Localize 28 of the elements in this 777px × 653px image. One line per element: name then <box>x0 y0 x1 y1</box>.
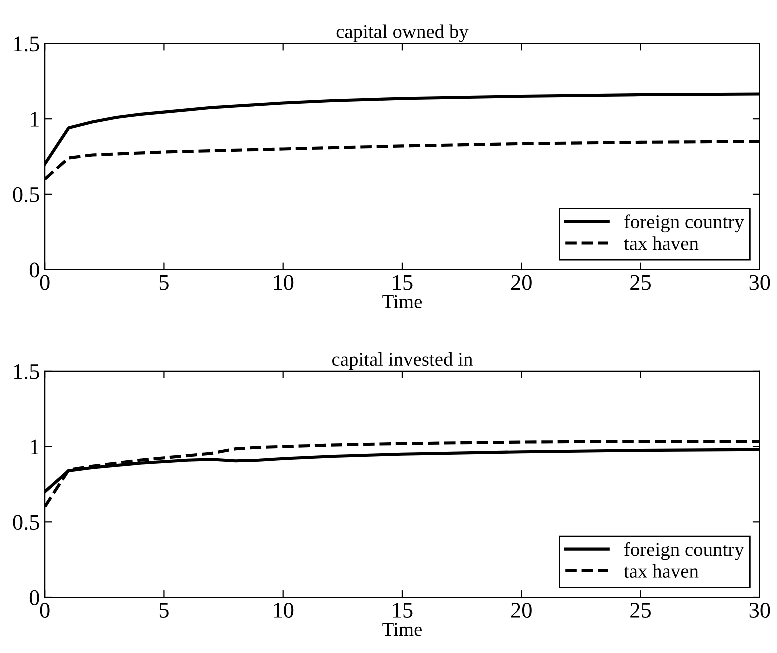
y-tick-label: 0 <box>30 590 40 606</box>
y-tick-label: 0.5 <box>13 515 40 530</box>
legend-label: tax haven <box>624 236 699 250</box>
x-tick-label: 30 <box>750 603 770 618</box>
x-tick-label: 15 <box>393 275 413 290</box>
x-tick-label: 30 <box>750 275 770 290</box>
legend-label: tax haven <box>624 564 699 578</box>
y-tick-label: 1.5 <box>14 36 40 52</box>
x-tick-label: 10 <box>274 603 294 618</box>
x-tick-label: 25 <box>630 603 652 618</box>
x-tick-label: 5 <box>160 603 169 618</box>
y-tick-label: 1 <box>31 112 39 127</box>
chart-title: capital owned by <box>336 24 469 42</box>
legend-label: foreign country <box>624 542 744 560</box>
legend-label: foreign country <box>624 214 744 233</box>
y-tick-label: 0.5 <box>13 187 40 202</box>
x-tick-label: 15 <box>393 603 413 618</box>
x-tick-label: 25 <box>630 275 652 290</box>
y-tick-label: 1 <box>31 440 39 455</box>
chart-title: capital invested in <box>332 352 473 370</box>
x-axis-title: Time <box>382 295 422 308</box>
y-tick-label: 1.5 <box>14 364 40 380</box>
y-tick-label: 0 <box>30 262 40 278</box>
x-tick-label: 20 <box>511 603 532 618</box>
x-axis-title: Time <box>382 623 422 636</box>
x-tick-label: 20 <box>511 275 532 290</box>
x-tick-label: 5 <box>160 276 169 290</box>
x-tick-label: 10 <box>274 275 294 290</box>
